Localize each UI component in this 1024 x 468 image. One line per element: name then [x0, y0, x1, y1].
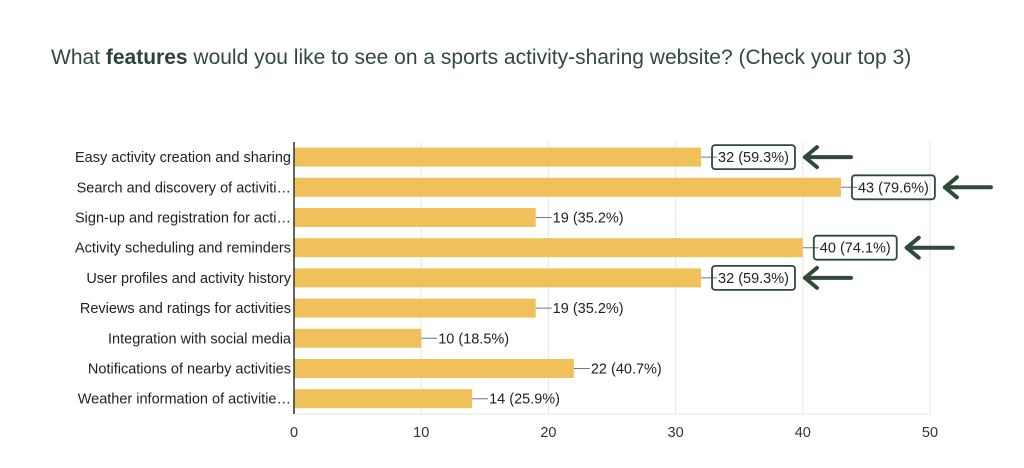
data-label-2: 19 (35.2%)	[553, 211, 624, 227]
x-tick-label-0: 0	[290, 425, 298, 441]
category-label-7: Notifications of nearby activities	[88, 362, 291, 378]
x-tick-label-4: 40	[795, 425, 811, 441]
data-label-4: 32 (59.3%)	[718, 271, 789, 287]
highlight-arrow-0	[802, 145, 853, 170]
highlight-arrow-1	[942, 175, 993, 200]
data-label-7: 22 (40.7%)	[591, 362, 662, 378]
category-label-0: Easy activity creation and sharing	[75, 150, 291, 166]
data-label-3: 40 (74.1%)	[820, 241, 891, 257]
x-tick-label-5: 50	[922, 425, 938, 441]
bar-5	[294, 298, 536, 318]
data-label-5: 19 (35.2%)	[553, 301, 624, 317]
category-label-2: Sign-up and registration for acti…	[75, 211, 291, 227]
bar-4	[294, 268, 702, 288]
data-label-8: 14 (25.9%)	[489, 392, 560, 408]
highlight-arrow-4	[802, 265, 853, 290]
category-label-8: Weather information of activitie…	[78, 392, 291, 408]
data-label-6: 10 (18.5%)	[438, 331, 509, 347]
highlight-box-4	[711, 264, 796, 291]
category-label-1: Search and discovery of activiti…	[77, 180, 291, 196]
bar-1	[294, 177, 841, 197]
data-label-0: 32 (59.3%)	[718, 150, 789, 166]
category-label-5: Reviews and ratings for activities	[80, 301, 291, 317]
bar-3	[294, 238, 803, 258]
x-tick-label-3: 30	[668, 425, 684, 441]
highlight-box-0	[711, 144, 796, 171]
data-label-1: 43 (79.6%)	[858, 180, 929, 196]
question-title: What features would you like to see on a…	[51, 42, 951, 74]
question-suffix: would you like to see on a sports activi…	[187, 46, 912, 69]
category-label-6: Integration with social media	[108, 331, 292, 347]
highlight-box-3	[812, 234, 898, 261]
question-bold-word: features	[105, 46, 188, 69]
question-prefix: What	[51, 46, 106, 69]
x-tick-label-2: 20	[540, 425, 556, 441]
bar-0	[294, 147, 702, 167]
bar-6	[294, 328, 422, 348]
highlight-arrow-3	[904, 235, 955, 260]
bar-2	[294, 208, 536, 227]
highlight-box-1	[851, 174, 936, 201]
bar-8	[294, 389, 473, 409]
bar-7	[294, 359, 574, 378]
category-label-3: Activity scheduling and reminders	[75, 241, 291, 257]
x-tick-label-1: 10	[413, 425, 429, 441]
category-label-4: User profiles and activity history	[86, 271, 291, 287]
